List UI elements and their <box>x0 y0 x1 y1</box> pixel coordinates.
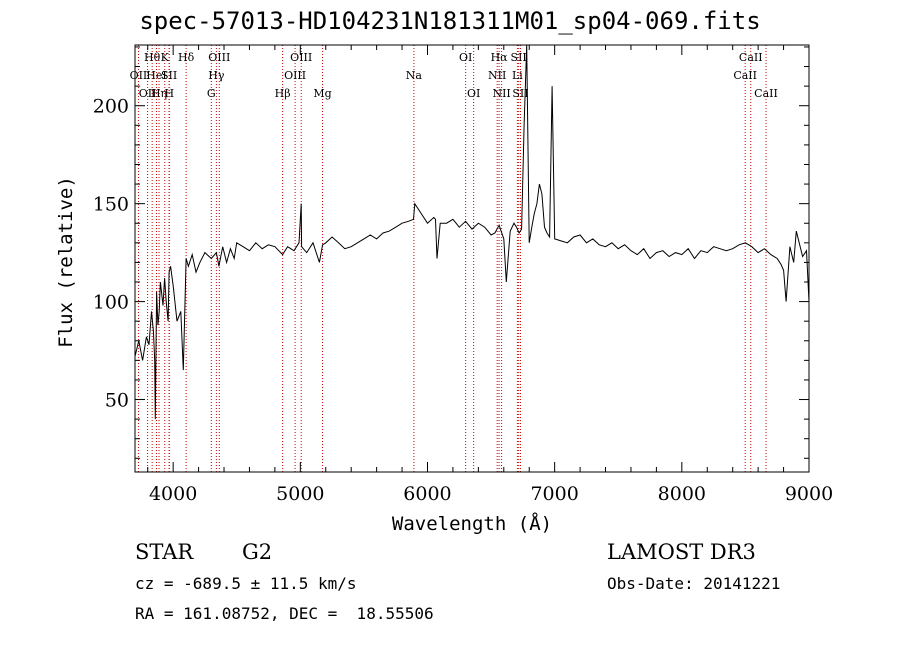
y-tick-label: 100 <box>93 292 129 314</box>
line-marker-label: G <box>207 87 216 100</box>
y-tick-label: 200 <box>93 96 129 118</box>
x-axis-ticks: 4000 5000 6000 7000 8000 9000 <box>147 45 833 505</box>
survey-name: LAMOST DR3 <box>607 540 756 564</box>
line-marker-label: Na <box>406 69 423 82</box>
line-marker-label: Hδ <box>178 51 195 64</box>
redshift-velocity: cz = -689.5 ± 11.5 km/s <box>135 574 357 593</box>
object-subclass: G2 <box>242 540 273 564</box>
y-tick-label: 150 <box>93 194 129 216</box>
y-axis-label: Flux (relative) <box>55 176 77 348</box>
line-marker-label: OI <box>459 51 472 64</box>
x-tick-label: 8000 <box>658 483 706 505</box>
spectral-line-labels: OII OII Hθ HeI Hη K SII H Hδ G Hγ OIII Hβ OIII OIII Mg N… <box>130 51 778 100</box>
chart-title: spec-57013-HD104231N181311M01_sp04-069.f… <box>139 7 761 35</box>
x-tick-label: 7000 <box>530 483 578 505</box>
line-marker-label: NII <box>488 69 506 82</box>
x-tick-label: 5000 <box>276 483 324 505</box>
line-marker-label: OII <box>139 87 157 100</box>
y-axis-ticks: 50 100 150 200 <box>93 46 809 459</box>
line-marker-label: Li <box>512 69 523 82</box>
line-marker-label: CaII <box>733 69 757 82</box>
plot-frame <box>134 44 810 473</box>
line-marker-label: CaII <box>739 51 763 64</box>
line-marker-label: SII <box>512 87 528 100</box>
observation-date: Obs-Date: 20141221 <box>607 574 781 593</box>
line-marker-label: Mg <box>313 87 331 100</box>
line-marker-label: Hθ <box>144 51 161 64</box>
spectral-line-markers <box>137 45 767 472</box>
line-marker-label: OII <box>130 69 148 82</box>
x-tick-label: 6000 <box>403 483 451 505</box>
line-marker-label: CaII <box>754 87 778 100</box>
spectrum-line <box>134 44 810 420</box>
line-marker-label: Hα <box>491 51 509 64</box>
line-marker-label: OIII <box>284 69 306 82</box>
line-marker-label: Hγ <box>208 69 225 82</box>
line-marker-label: NII <box>492 87 510 100</box>
x-tick-label: 9000 <box>785 483 833 505</box>
line-marker-label: K <box>161 51 170 64</box>
line-marker-label: Hβ <box>275 87 291 100</box>
y-tick-label: 50 <box>105 390 129 412</box>
line-marker-label: SII <box>511 51 527 64</box>
coordinates: RA = 161.08752, DEC = 18.55506 <box>135 604 434 623</box>
line-marker-label: OIII <box>208 51 230 64</box>
line-marker-label: Hη <box>151 87 167 100</box>
x-tick-label: 4000 <box>149 483 197 505</box>
object-class: STAR <box>135 540 194 564</box>
line-marker-label: HeI <box>146 69 166 82</box>
x-axis-label: Wavelength (Å) <box>392 512 552 535</box>
line-marker-label: OI <box>467 87 480 100</box>
line-marker-label: SII <box>161 69 177 82</box>
line-marker-label: OIII <box>290 51 312 64</box>
line-marker-label: H <box>165 87 175 100</box>
